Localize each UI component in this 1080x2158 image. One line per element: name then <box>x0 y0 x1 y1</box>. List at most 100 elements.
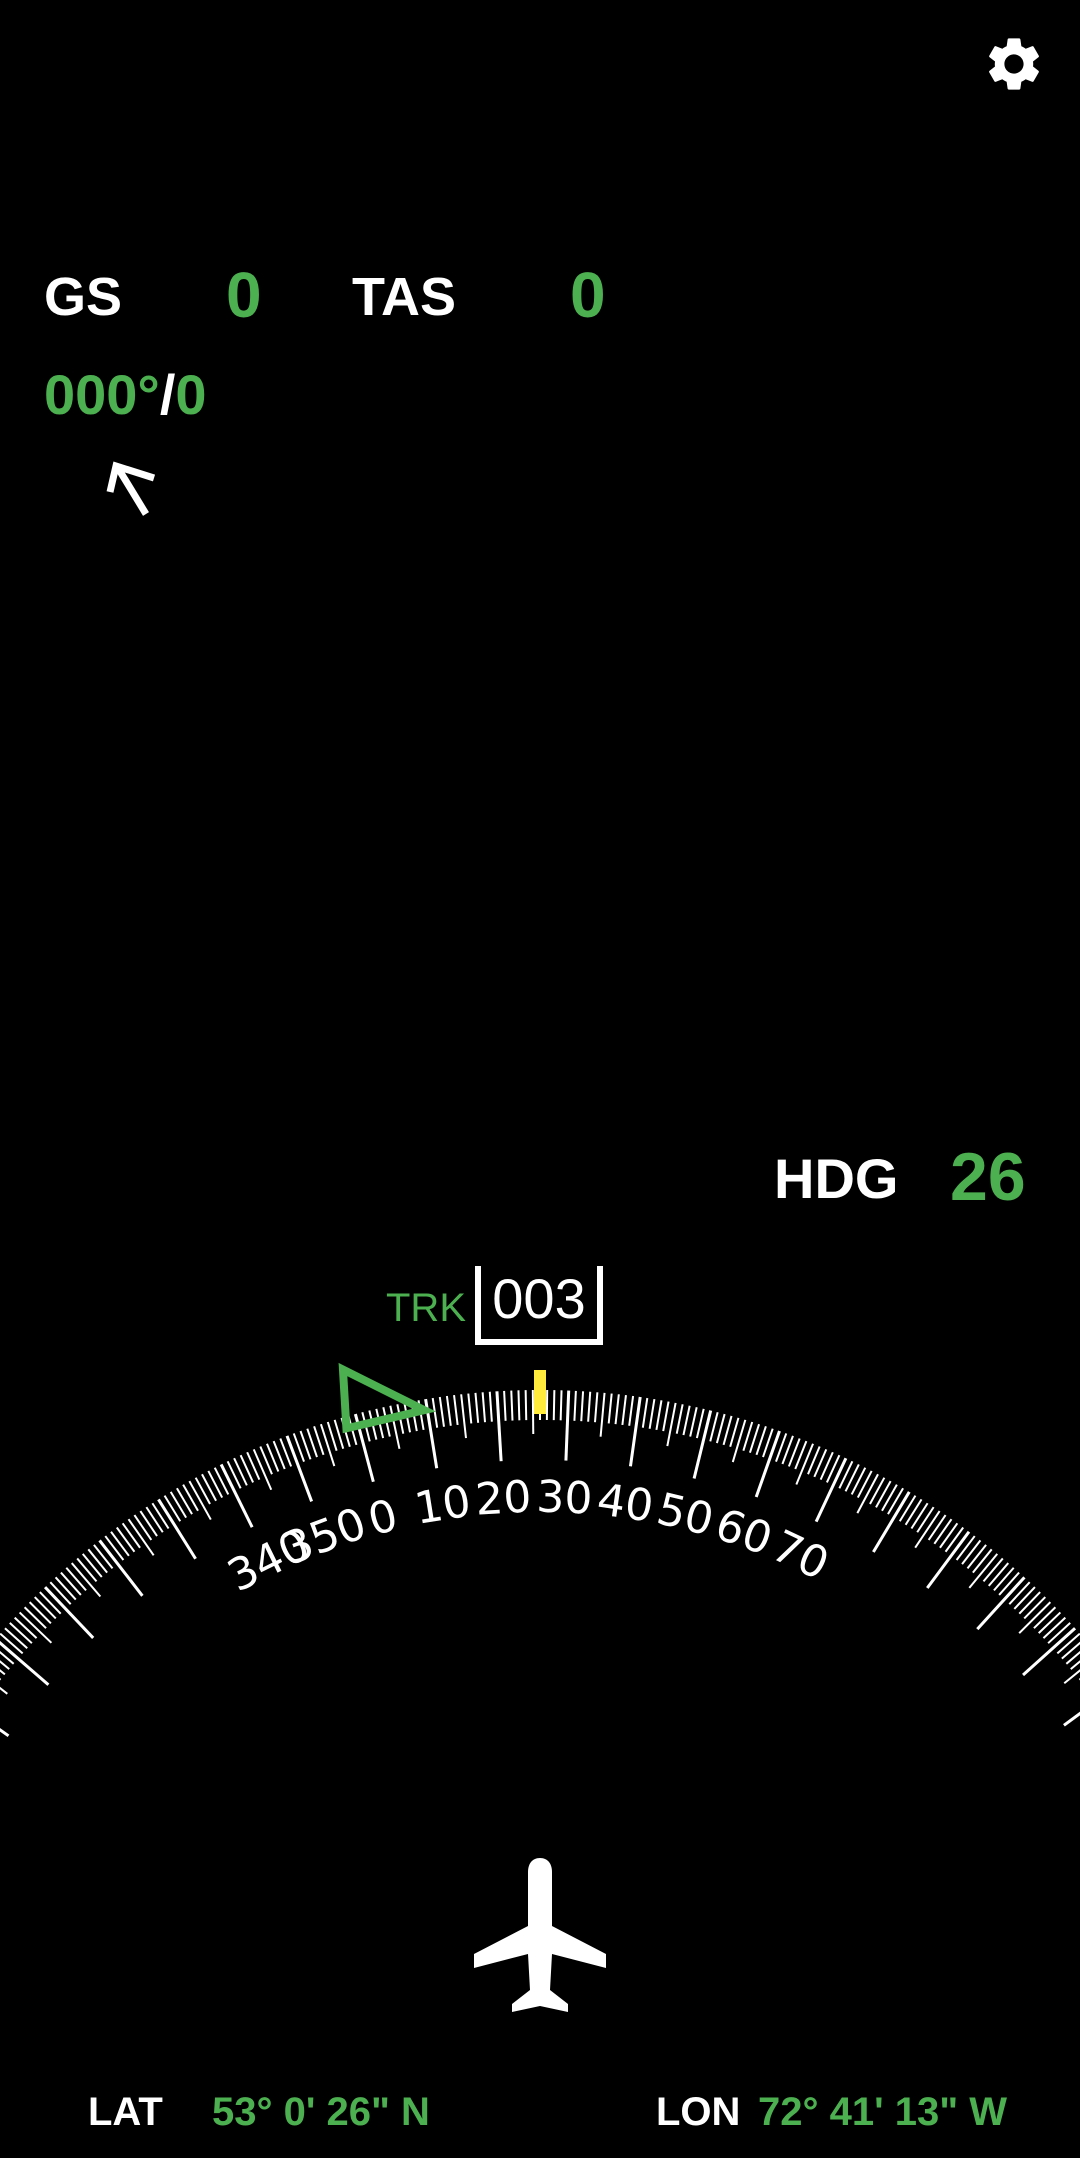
compass-tick <box>675 1404 684 1434</box>
compass-tick <box>573 1390 577 1421</box>
compass-tick <box>731 1419 747 1463</box>
compass-tick <box>968 1553 999 1589</box>
compass-tick <box>431 1397 439 1428</box>
compass-tick <box>927 1514 947 1541</box>
compass-tick <box>127 1518 155 1556</box>
compass-tick <box>169 1491 187 1519</box>
compass-tick <box>966 1544 987 1570</box>
compass-tick <box>1063 1711 1080 1727</box>
compass-tick <box>157 1498 197 1560</box>
compass-tick <box>87 1548 108 1574</box>
trk-bracket <box>474 1266 604 1346</box>
compass-tick <box>54 1576 77 1601</box>
compass-tick <box>81 1553 103 1578</box>
compass-tick <box>881 1484 898 1512</box>
compass-tick <box>9 1622 33 1644</box>
compass-tick <box>872 1491 911 1553</box>
compass-tick <box>306 1428 318 1458</box>
compass-tick <box>4 1627 28 1650</box>
compass-tick <box>488 1391 493 1422</box>
compass-tick <box>856 1473 879 1514</box>
compass-tick <box>517 1390 521 1421</box>
compass-tick <box>755 1426 767 1456</box>
compass-tick <box>65 1567 87 1592</box>
compass-tick <box>682 1405 691 1436</box>
compass-tick <box>326 1421 338 1451</box>
compass-tick <box>1061 1641 1080 1660</box>
compass-tick <box>76 1557 98 1583</box>
hdg-value: 26 <box>950 1139 1026 1215</box>
tas-label: TAS <box>352 267 456 327</box>
compass-tick <box>993 1567 1015 1592</box>
wind-readout: 000°/0 <box>44 362 207 427</box>
compass-tick <box>299 1430 312 1460</box>
trk-value: 003 <box>492 1267 586 1330</box>
compass-tick <box>163 1495 182 1522</box>
compass-tick <box>201 1473 217 1502</box>
compass-tick-label: 70 <box>764 1521 836 1591</box>
compass-tick <box>754 1430 781 1498</box>
compass-tick <box>787 1438 801 1467</box>
compass-tick <box>916 1506 935 1533</box>
compass-tick <box>272 1440 286 1470</box>
compass-tick <box>976 1576 1026 1631</box>
compass-tick <box>98 1539 144 1597</box>
compass-tick <box>628 1396 642 1467</box>
compass-tick <box>121 1522 141 1549</box>
compass-tick <box>28 1601 52 1625</box>
compass-tick-label: 10 <box>411 1476 474 1535</box>
compass-tick <box>1022 1627 1077 1677</box>
compass-tick <box>93 1544 114 1570</box>
compass-tick <box>313 1426 325 1456</box>
compass-tick <box>552 1390 556 1421</box>
compass-tick <box>1065 1650 1080 1665</box>
compass-tick <box>188 1480 212 1521</box>
wind-arrow-icon <box>96 452 176 532</box>
compass-tick <box>844 1464 860 1492</box>
compass-tick <box>709 1412 719 1442</box>
compass-tick <box>213 1467 230 1495</box>
compass-tick <box>944 1526 964 1553</box>
compass-tick <box>246 1451 261 1481</box>
settings-button[interactable] <box>982 32 1046 96</box>
compass-tick <box>961 1539 982 1565</box>
compass-tick <box>982 1557 1004 1583</box>
compass-tick <box>926 1530 971 1589</box>
track-marker <box>338 1362 437 1434</box>
compass-tick <box>1038 1611 1062 1634</box>
compass-tick <box>333 1419 345 1449</box>
compass-tick <box>781 1435 794 1465</box>
compass-tick <box>564 1390 571 1461</box>
compass-tick <box>641 1397 649 1428</box>
lon-value: 72° 41' 13" W <box>758 2090 1008 2134</box>
wind-direction: 000° <box>44 363 160 426</box>
compass-tick <box>614 1394 620 1425</box>
compass-tick <box>887 1487 904 1515</box>
compass-tick <box>593 1392 599 1423</box>
compass-tick <box>495 1391 503 1462</box>
compass-tick <box>850 1467 867 1495</box>
compass-tick <box>722 1415 733 1446</box>
compass-tick <box>914 1510 941 1549</box>
compass-tick <box>655 1400 663 1431</box>
compass-tick <box>998 1571 1020 1596</box>
compass-tick <box>1056 1632 1080 1655</box>
compass-tick <box>904 1498 923 1526</box>
compass-tick <box>23 1606 47 1629</box>
compass-tick <box>259 1446 273 1475</box>
compass-tick <box>1013 1586 1036 1610</box>
compass-tick <box>60 1571 82 1596</box>
compass-tick <box>49 1581 72 1605</box>
compass-tick-label: 40 <box>594 1474 657 1532</box>
compass-tick <box>292 1433 305 1462</box>
compass-tick <box>599 1392 606 1437</box>
compass-tick <box>775 1433 788 1462</box>
compass-tick-label: 20 <box>474 1471 533 1525</box>
compass-tick <box>139 1510 158 1537</box>
compass-tick <box>467 1393 473 1424</box>
compass-tick <box>1070 1660 1080 1670</box>
compass-tick <box>445 1395 452 1426</box>
gear-icon <box>989 38 1039 90</box>
